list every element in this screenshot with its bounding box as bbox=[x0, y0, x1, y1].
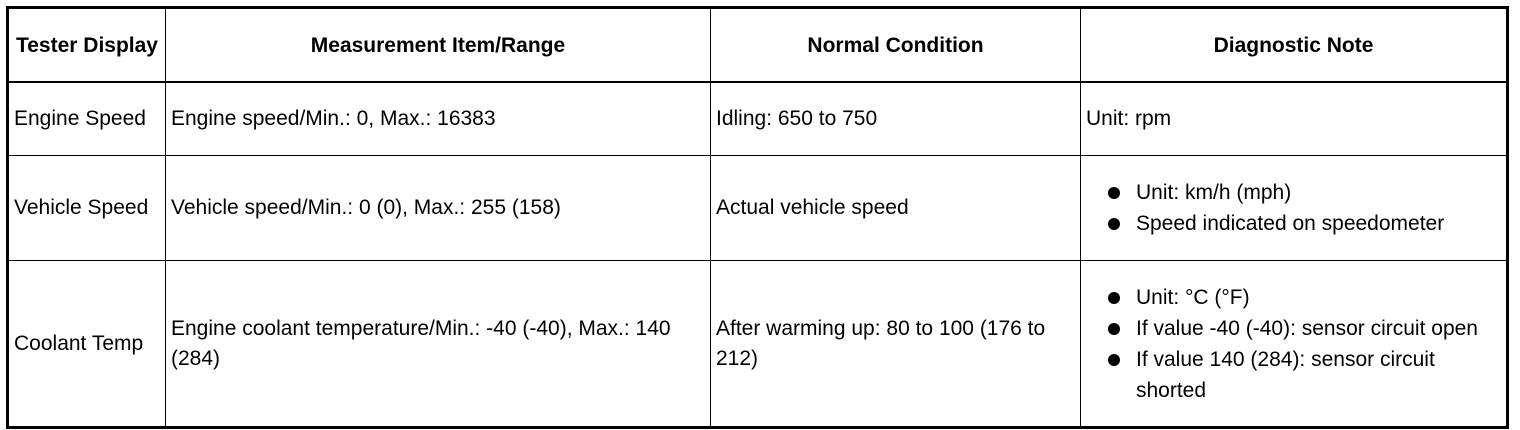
cell-measurement: Engine coolant temperature/Min.: -40 (-4… bbox=[165, 260, 711, 428]
note-item: Unit: km/h (mph) bbox=[1086, 177, 1501, 208]
header-normal-condition: Normal Condition bbox=[710, 7, 1081, 83]
note-text: If value 140 (284): sensor circuit short… bbox=[1136, 347, 1435, 402]
cell-tester-display: Engine Speed bbox=[7, 81, 166, 156]
cell-diagnostic-note: Unit: km/h (mph) Speed indicated on spee… bbox=[1080, 155, 1508, 261]
header-tester-display: Tester Display bbox=[7, 7, 166, 83]
note-text: Unit: km/h (mph) bbox=[1136, 181, 1292, 204]
header-measurement-item: Measurement Item/Range bbox=[165, 7, 711, 83]
note-text: If value -40 (-40): sensor circuit open bbox=[1136, 316, 1478, 340]
table-row: Vehicle Speed Vehicle speed/Min.: 0 (0),… bbox=[7, 155, 1508, 261]
bullet-icon bbox=[1108, 322, 1120, 335]
cell-tester-display: Coolant Temp bbox=[7, 260, 166, 428]
cell-normal-condition: Idling: 650 to 750 bbox=[710, 81, 1081, 156]
bullet-icon bbox=[1108, 218, 1120, 230]
bullet-icon bbox=[1108, 291, 1120, 304]
bullet-icon bbox=[1108, 353, 1120, 366]
cell-diagnostic-note: Unit: °C (°F) If value -40 (-40): sensor… bbox=[1080, 260, 1508, 428]
cell-normal-condition: Actual vehicle speed bbox=[710, 155, 1081, 261]
note-item: Speed indicated on speedometer bbox=[1086, 208, 1501, 239]
note-item: If value 140 (284): sensor circuit short… bbox=[1086, 344, 1501, 406]
cell-normal-condition: After warming up: 80 to 100 (176 to 212) bbox=[710, 260, 1081, 428]
bullet-icon bbox=[1108, 187, 1120, 199]
note-text: Speed indicated on speedometer bbox=[1136, 212, 1445, 235]
note-list: Unit: km/h (mph) Speed indicated on spee… bbox=[1086, 177, 1501, 239]
note-item: Unit: °C (°F) bbox=[1086, 282, 1501, 313]
note-item: If value -40 (-40): sensor circuit open bbox=[1086, 313, 1501, 344]
cell-measurement: Vehicle speed/Min.: 0 (0), Max.: 255 (15… bbox=[165, 155, 711, 261]
cell-diagnostic-note: Unit: rpm bbox=[1080, 81, 1508, 156]
note-list: Unit: °C (°F) If value -40 (-40): sensor… bbox=[1086, 282, 1501, 406]
cell-tester-display: Vehicle Speed bbox=[7, 155, 166, 261]
note-text: Unit: °C (°F) bbox=[1136, 285, 1250, 309]
table-row: Coolant Temp Engine coolant temperature/… bbox=[7, 260, 1508, 428]
table-row: Engine Speed Engine speed/Min.: 0, Max.:… bbox=[7, 81, 1508, 156]
header-diagnostic-note: Diagnostic Note bbox=[1080, 7, 1508, 83]
diagnostic-table: Tester Display Measurement Item/Range No… bbox=[6, 6, 1509, 429]
header-row: Tester Display Measurement Item/Range No… bbox=[7, 7, 1508, 83]
cell-measurement: Engine speed/Min.: 0, Max.: 16383 bbox=[165, 81, 711, 156]
